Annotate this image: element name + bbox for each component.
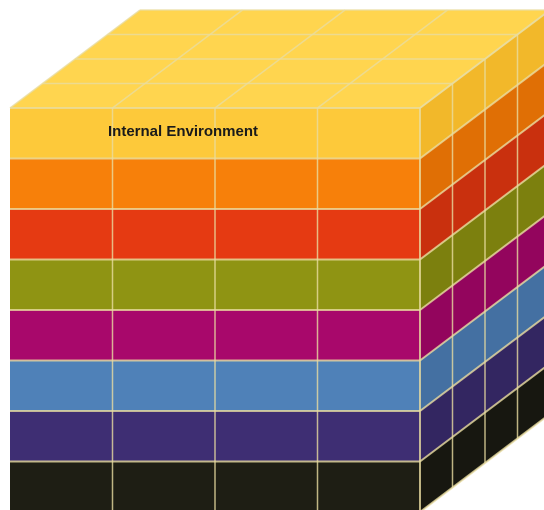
layer-side-olive	[420, 166, 544, 310]
layer-side-orange	[420, 65, 544, 209]
cube-grid-lines	[9, 9, 544, 510]
layer-side-black	[420, 368, 544, 510]
layer-side-magenta	[420, 216, 544, 361]
layer-side-red	[420, 115, 544, 260]
cube-side-face	[420, 14, 544, 510]
layer-side-indigo	[420, 317, 544, 462]
layer-side-yellow	[420, 14, 544, 159]
layer-side-steel-blue	[420, 267, 544, 411]
cube-label: Internal Environment	[108, 123, 258, 140]
